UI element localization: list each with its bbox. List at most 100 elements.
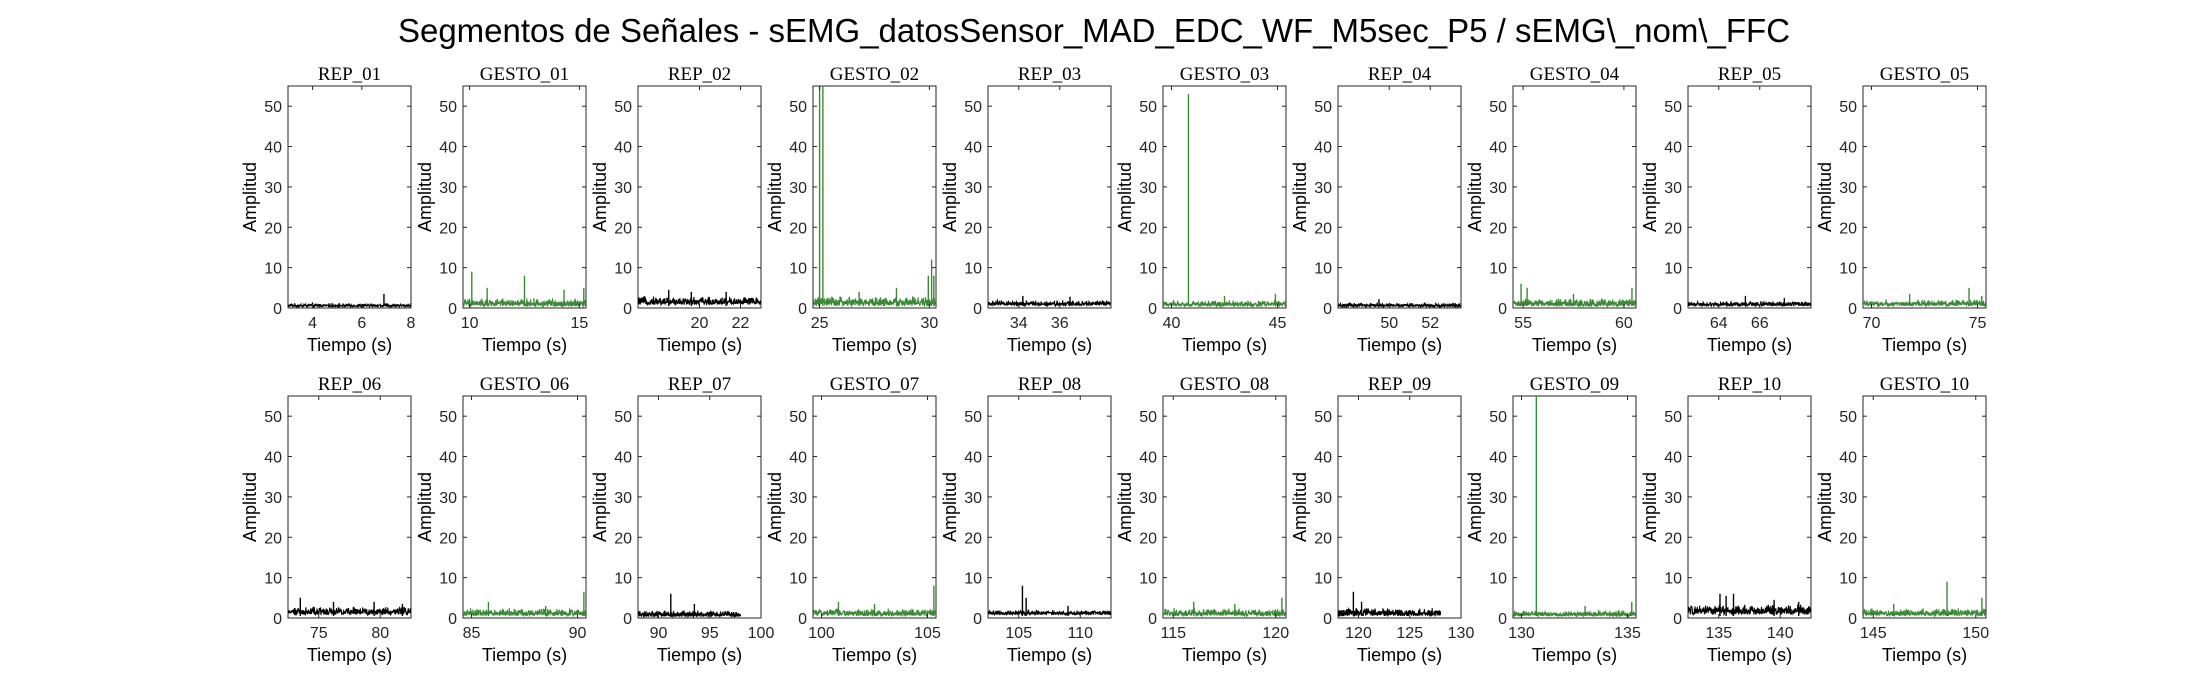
y-axis-label: Amplitud — [765, 162, 785, 232]
subplot-gesto-05: 0 10 20 30 40 50 70 75 GESTO_05 Tiempo (s) Amplitu… — [1815, 64, 1987, 355]
x-tick-label: 10 — [461, 315, 479, 332]
subplot-title: GESTO_03 — [1180, 64, 1269, 85]
y-tick-label: 40 — [964, 140, 982, 157]
subplot-title: GESTO_09 — [1530, 374, 1619, 395]
y-tick-label: 50 — [789, 409, 807, 426]
y-axis-label: Amplitud — [765, 472, 785, 542]
signal-line — [1863, 608, 1986, 618]
y-tick-label: 0 — [1848, 611, 1857, 628]
x-tick-label: 36 — [1051, 315, 1069, 332]
y-tick-label: 0 — [798, 611, 807, 628]
subplot-gesto-04: 0 10 20 30 40 50 55 60 GESTO_04 Tiempo (s) Amplitu… — [1465, 64, 1637, 355]
y-axis-label: Amplitud — [240, 162, 260, 232]
x-tick-label: 135 — [1614, 625, 1641, 642]
y-tick-label: 30 — [614, 490, 632, 507]
y-tick-label: 0 — [1673, 611, 1682, 628]
y-tick-label: 20 — [1664, 220, 1682, 237]
y-tick-label: 20 — [1839, 220, 1857, 237]
x-axis-label: Tiempo (s) — [482, 335, 567, 355]
y-tick-label: 50 — [614, 99, 632, 116]
x-axis-label: Tiempo (s) — [482, 645, 567, 665]
x-axis-label: Tiempo (s) — [1707, 645, 1792, 665]
y-tick-label: 30 — [964, 490, 982, 507]
x-axis-label: Tiempo (s) — [1707, 335, 1792, 355]
y-axis-label: Amplitud — [415, 472, 435, 542]
y-tick-label: 0 — [1323, 301, 1332, 318]
axes-frame — [1162, 395, 1287, 619]
axes-frame — [1687, 85, 1812, 309]
x-tick-label: 30 — [921, 315, 939, 332]
y-tick-label: 0 — [973, 301, 982, 318]
axes-frame — [287, 85, 412, 309]
y-tick-label: 0 — [798, 301, 807, 318]
axes-frame — [637, 395, 762, 619]
x-tick-label: 110 — [1067, 625, 1093, 642]
x-tick-label: 50 — [1380, 315, 1398, 332]
y-tick-label: 20 — [1489, 530, 1507, 547]
y-tick-label: 10 — [614, 571, 632, 588]
y-tick-label: 50 — [1489, 99, 1507, 116]
x-tick-label: 6 — [357, 315, 366, 332]
y-tick-label: 30 — [1839, 180, 1857, 197]
subplot-rep-03: 0 10 20 30 40 50 34 36 REP_03 Tiempo (s) Amplitud — [940, 64, 1112, 355]
axes-frame — [1512, 395, 1637, 619]
x-tick-label: 15 — [571, 315, 589, 332]
subplot-gesto-02: 0 10 20 30 40 50 25 30 GESTO_02 Tiempo (s) Amplitu… — [765, 64, 938, 355]
x-tick-label: 90 — [650, 625, 668, 642]
subplot-title: GESTO_07 — [830, 374, 919, 395]
y-tick-label: 10 — [789, 571, 807, 588]
subplot-rep-10: 0 10 20 30 40 50 135 140 REP_10 Tiempo (s) Amplitu… — [1640, 374, 1812, 665]
y-tick-label: 40 — [264, 450, 282, 467]
y-tick-label: 40 — [439, 450, 457, 467]
y-tick-label: 0 — [273, 611, 282, 628]
subplot-rep-09: 0 10 20 30 40 50 120 125 130 REP_09 Tiempo (s) Ampl… — [1290, 374, 1474, 665]
y-tick-label: 40 — [439, 140, 457, 157]
y-tick-label: 30 — [439, 490, 457, 507]
y-axis-label: Amplitud — [590, 472, 610, 542]
axes-frame — [1512, 85, 1637, 309]
y-tick-label: 0 — [1498, 301, 1507, 318]
signal-line — [1513, 298, 1636, 308]
axes-frame — [1862, 395, 1987, 619]
axes-frame — [462, 85, 587, 309]
subplot-title: GESTO_10 — [1880, 374, 1969, 395]
y-tick-label: 40 — [789, 140, 807, 157]
y-tick-label: 20 — [1489, 220, 1507, 237]
y-tick-label: 20 — [439, 220, 457, 237]
y-tick-label: 50 — [439, 409, 457, 426]
x-tick-label: 130 — [1448, 625, 1475, 642]
y-tick-label: 20 — [1139, 530, 1157, 547]
signal-line — [1688, 604, 1811, 617]
x-axis-label: Tiempo (s) — [1357, 335, 1442, 355]
y-tick-label: 0 — [273, 301, 282, 318]
x-tick-label: 60 — [1615, 315, 1633, 332]
x-tick-label: 100 — [808, 625, 835, 642]
x-tick-label: 52 — [1421, 315, 1439, 332]
x-axis-label: Tiempo (s) — [657, 645, 742, 665]
y-tick-label: 0 — [1673, 301, 1682, 318]
y-tick-label: 50 — [1839, 409, 1857, 426]
signal-line — [1163, 608, 1286, 618]
subplot-title: REP_04 — [1368, 64, 1432, 85]
y-axis-label: Amplitud — [1815, 162, 1835, 232]
x-tick-label: 140 — [1767, 625, 1794, 642]
x-tick-label: 145 — [1860, 625, 1887, 642]
y-tick-label: 20 — [789, 220, 807, 237]
subplot-title: GESTO_08 — [1180, 374, 1269, 395]
y-tick-label: 30 — [1314, 490, 1332, 507]
y-tick-label: 0 — [623, 301, 632, 318]
y-tick-label: 40 — [1839, 450, 1857, 467]
axes-frame — [987, 85, 1112, 309]
x-tick-label: 100 — [748, 625, 775, 642]
y-tick-label: 50 — [1139, 99, 1157, 116]
y-axis-label: Amplitud — [240, 472, 260, 542]
y-tick-label: 0 — [448, 301, 457, 318]
y-tick-label: 0 — [973, 611, 982, 628]
x-tick-label: 4 — [308, 315, 317, 332]
y-tick-label: 30 — [789, 180, 807, 197]
x-axis-label: Tiempo (s) — [657, 335, 742, 355]
y-tick-label: 50 — [1839, 99, 1857, 116]
y-tick-label: 20 — [1664, 530, 1682, 547]
